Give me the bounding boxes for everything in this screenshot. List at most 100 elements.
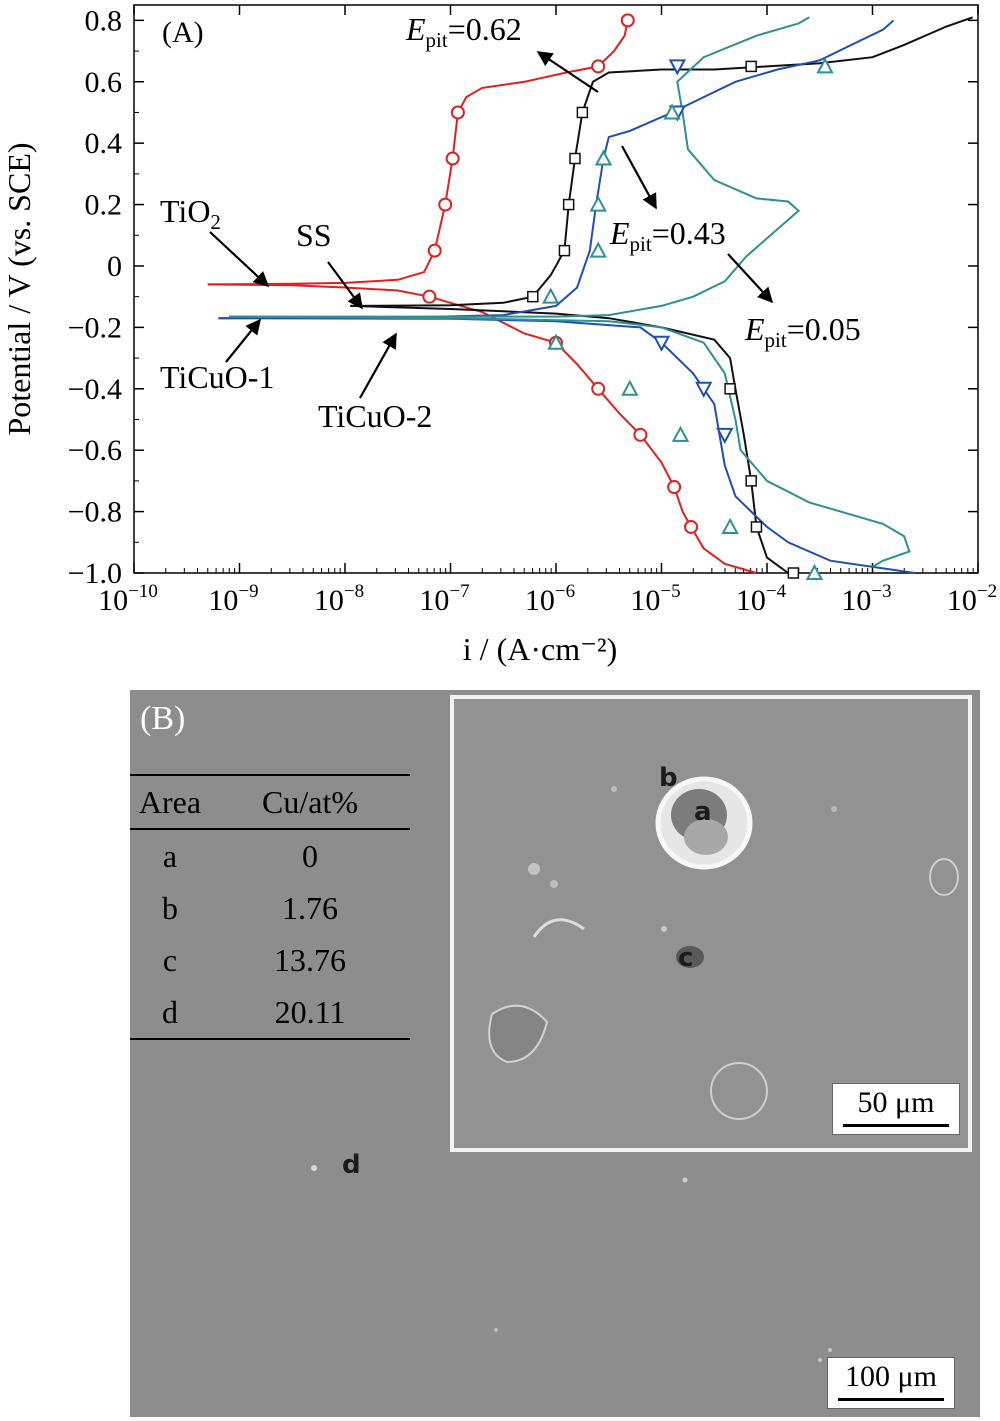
y-tick-label: 0.4 [85, 127, 123, 160]
series-ss-marker [558, 244, 571, 257]
series-ss-anodic-line [350, 16, 974, 307]
plot-frame [133, 4, 979, 574]
series-ticuo-1-anodic-line [218, 19, 895, 320]
series-tio2-cathodic-line [207, 283, 757, 574]
table-cell-area: b [162, 889, 178, 926]
arrow-ticuo-1 [225, 318, 261, 363]
series-ss-marker [527, 290, 539, 303]
x-tick-label: 10−10 [98, 581, 158, 617]
series-ticuo-2-marker [589, 195, 607, 212]
x-tick-label: 10−2 [947, 581, 997, 617]
x-tick-label: 10−6 [525, 581, 575, 617]
label-ticuo-1: TiCuO-1 [160, 359, 274, 395]
sem-inset: b a c 50 μm [450, 695, 972, 1152]
label-ticuo-2: TiCuO-2 [318, 398, 432, 434]
x-tick-label: 10−9 [208, 581, 258, 617]
series-ticuo-2-marker [621, 379, 639, 396]
table-row: b 1.76 [130, 882, 410, 934]
y-tick-label: 0.6 [85, 66, 123, 99]
inset-texture [488, 776, 959, 1120]
arrow-epit-ticuo-1 [621, 145, 657, 210]
y-axis-label: Potential / V (vs. SCE) [1, 142, 37, 435]
scalebar-inset: 50 μm [832, 1083, 960, 1135]
header-area: Area [138, 783, 202, 820]
y-tick-label: −0.2 [68, 311, 122, 344]
x-tick-label: 10−5 [630, 581, 680, 617]
table-row: d 20.11 [130, 986, 410, 1038]
arrow-ticuo-2 [359, 332, 397, 399]
table-bottom-rule [130, 1038, 410, 1040]
series-tio2-marker [445, 151, 460, 166]
series-tio2-marker [422, 289, 437, 304]
series-tio2-marker [427, 243, 442, 258]
series-ticuo-2-marker [589, 241, 607, 258]
series-ticuo-1-marker [652, 335, 671, 352]
area-c-marker: c [678, 943, 694, 973]
series-tio2-marker [591, 381, 606, 396]
series-tio2-marker [667, 480, 682, 495]
y-tick-label: 0.8 [85, 4, 123, 37]
table-mid-rule [130, 828, 410, 830]
series-ticuo-2-marker [671, 425, 690, 442]
series-ticuo-2-marker [547, 333, 565, 350]
sem-texture [311, 1165, 832, 1362]
x-tick-label: 10−3 [841, 581, 891, 617]
series-ticuo-2-marker [816, 57, 834, 74]
label-epit-ss: Epit=0.62 [405, 11, 522, 52]
series-ss-marker [745, 475, 757, 487]
table-row: a 0 [130, 830, 410, 882]
panel-a-label: (A) [162, 16, 204, 49]
series-ticuo-2-anodic-line [229, 16, 810, 318]
series-ticuo-1-marker [668, 59, 686, 76]
x-tick-label: 10−7 [419, 581, 469, 617]
series-ticuo-1-cathodic-line [218, 317, 915, 574]
label-tio2: TiO2 [160, 193, 221, 234]
panel-b-label: (B) [140, 700, 186, 737]
series-ss-marker [569, 152, 581, 165]
header-cu: Cu/at% [262, 783, 358, 820]
series-ss-marker [750, 521, 763, 533]
label-epit-ticuo-1: Epit=0.43 [609, 215, 726, 256]
sem-panel: (B) Area Cu/at% a 0 b 1.76 c 13.76 d 20.… [130, 690, 980, 1417]
series-ticuo-2-cathodic-line [228, 315, 911, 568]
series-tio2-marker [620, 13, 635, 28]
scalebar-inset-label: 50 μm [857, 1086, 935, 1119]
series-tio2-marker [591, 59, 606, 74]
series-ss-marker [562, 198, 575, 211]
series-ticuo-2-marker [594, 149, 613, 166]
series-tio2-marker [438, 197, 453, 212]
series-ticuo-2-marker [721, 517, 739, 534]
scalebar-main: 100 μm [827, 1357, 955, 1409]
x-tick-label: 10−4 [736, 581, 787, 617]
polarization-chart: 0.8 0.6 0.4 0.2 0 −0.2 −0.4 −0.6 −0.8 −1.010−10 10… [1, 4, 997, 667]
arrow-ss [327, 261, 363, 310]
series-ss-marker [576, 106, 589, 119]
y-tick-label: 0.2 [85, 189, 123, 222]
x-axis-label: i / (A·cm⁻²) [463, 631, 617, 667]
series-ticuo-2-marker [542, 287, 560, 304]
scalebar-main-bar [838, 1398, 944, 1401]
series-ss-marker [787, 567, 800, 579]
area-d-marker: d [342, 1150, 361, 1180]
y-tick-label: −0.4 [68, 373, 122, 406]
series-tio2-marker [684, 519, 699, 534]
series-ss-marker [724, 383, 736, 395]
arrow-epit-ticuo-2 [727, 253, 774, 304]
series-tio2-marker [633, 427, 648, 442]
y-tick-label: 0 [107, 250, 122, 283]
table-cell-area: a [162, 837, 178, 874]
y-tick-label: −0.8 [68, 496, 122, 529]
series-ticuo-1-marker [716, 427, 734, 444]
arrow-epit-ss [536, 51, 599, 93]
table-cell-cu: 13.76 [274, 941, 346, 978]
series-tio2-marker [450, 105, 465, 120]
table-top-rule [130, 774, 410, 776]
arrow-tio2 [209, 231, 270, 288]
scalebar-main-label: 100 μm [845, 1360, 937, 1393]
y-tick-label: −0.6 [68, 434, 122, 467]
table-cell-cu: 0 [302, 837, 318, 874]
table-cell-area: d [162, 993, 178, 1030]
label-ss: SS [296, 217, 332, 253]
series-ss-marker [745, 60, 757, 73]
table-cell-cu: 20.11 [274, 993, 346, 1030]
